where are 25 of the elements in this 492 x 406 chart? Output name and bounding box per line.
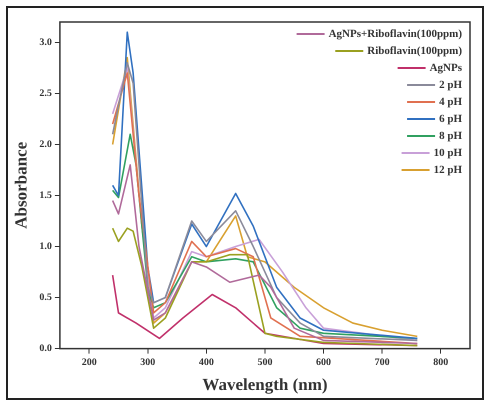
legend-label: AgNPs <box>430 62 463 74</box>
y-tick-label: 1.5 <box>39 190 52 202</box>
legend-label: 12 pH <box>434 164 462 176</box>
legend-label: 10 pH <box>434 146 462 159</box>
x-tick-label: 300 <box>140 357 156 368</box>
y-tick-label: 0.0 <box>39 343 52 354</box>
y-axis-title: Absorbance <box>12 141 31 229</box>
y-tick-label: 2.0 <box>39 139 52 150</box>
y-tick-label: 3.0 <box>39 36 52 48</box>
x-tick-label: 700 <box>374 357 390 368</box>
x-tick-label: 800 <box>433 357 448 368</box>
x-tick-label: 200 <box>82 357 97 368</box>
x-tick-label: 400 <box>198 357 214 368</box>
x-tick-label: 500 <box>257 357 272 368</box>
legend-label: 8 pH <box>439 130 462 142</box>
y-tick-label: 1.0 <box>39 241 52 252</box>
legend-label: 2 pH <box>439 78 462 91</box>
x-axis-title: Wavelength (nm) <box>202 375 328 394</box>
legend-label: AgNPs+Riboflavin(100ppm) <box>328 28 462 40</box>
y-tick-label: 2.5 <box>39 88 52 100</box>
legend-label: Riboflavin(100ppm) <box>367 44 462 57</box>
y-tick-label: 0.5 <box>39 292 52 304</box>
legend-label: 4 pH <box>439 96 462 108</box>
legend-label: 6 pH <box>439 112 462 125</box>
x-tick-label: 600 <box>316 357 332 368</box>
